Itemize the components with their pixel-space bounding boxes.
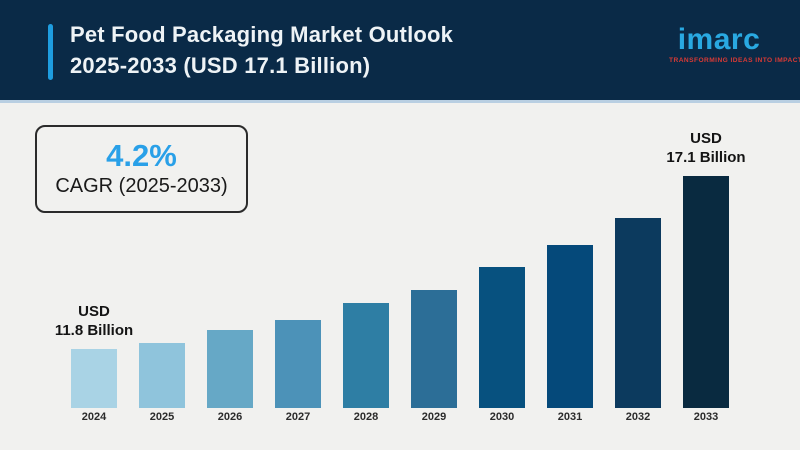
bar-cell-2028: 2028 — [343, 303, 389, 423]
value-label-2033: USD 17.1 Billion — [666, 130, 746, 166]
imarc-logo-text: imarc — [677, 23, 761, 56]
bar-cell-2026: 2026 — [207, 330, 253, 423]
imarc-logo-tagline: TRANSFORMING IDEAS INTO IMPACT — [669, 57, 800, 64]
x-axis-label-2024: 2024 — [81, 411, 107, 423]
x-axis-label-2030: 2030 — [489, 411, 515, 423]
bar-cell-2031: 2031 — [547, 245, 593, 423]
imarc-logo: imarc TRANSFORMING IDEAS INTO IMPACT — [669, 23, 800, 65]
bar-2025 — [139, 343, 185, 408]
x-axis-label-2031: 2031 — [557, 411, 583, 423]
bar-2032 — [615, 218, 661, 408]
header-banner: Pet Food Packaging Market Outlook 2025-2… — [0, 0, 800, 103]
value-label-2024: USD 11.8 Billion — [54, 303, 134, 339]
page-title-line1: Pet Food Packaging Market Outlook — [70, 22, 454, 47]
bar-2029 — [411, 290, 457, 408]
x-axis-label-2025: 2025 — [149, 411, 175, 423]
bar-cell-2033: USD 17.1 Billion 2033 — [666, 130, 745, 423]
cagr-callout-box: 4.2% CAGR (2025-2033) — [35, 125, 248, 213]
x-axis-label-2028: 2028 — [353, 411, 379, 423]
cagr-value: 4.2% — [106, 138, 177, 173]
bar-chart: USD 11.8 Billion 2024 2025 2026 2027 2028 2029… — [55, 130, 746, 423]
page-title-line2: 2025-2033 (USD 17.1 Billion) — [70, 53, 371, 78]
bar-cell-2029: 2029 — [411, 290, 457, 423]
x-axis-label-2033: 2033 — [693, 411, 719, 423]
x-axis-label-2026: 2026 — [217, 411, 243, 423]
bar-cell-2025: 2025 — [139, 343, 185, 423]
x-axis-label-2029: 2029 — [421, 411, 447, 423]
cagr-label: CAGR (2025-2033) — [55, 175, 228, 197]
bar-2028 — [343, 303, 389, 408]
bar-2026 — [207, 330, 253, 408]
x-axis-label-2032: 2032 — [625, 411, 651, 423]
bar-cell-2032: 2032 — [615, 218, 661, 423]
title-accent-bar — [48, 24, 53, 80]
bar-cell-2027: 2027 — [275, 320, 321, 423]
x-axis-label-2027: 2027 — [285, 411, 311, 423]
bar-cell-2024: USD 11.8 Billion 2024 — [55, 303, 133, 423]
bar-2031 — [547, 245, 593, 408]
bar-2030 — [479, 267, 525, 408]
bar-2027 — [275, 320, 321, 408]
bar-2033 — [683, 176, 729, 408]
bar-cell-2030: 2030 — [479, 267, 525, 423]
bar-2024 — [71, 349, 117, 408]
page-title: Pet Food Packaging Market Outlook 2025-2… — [70, 19, 453, 81]
